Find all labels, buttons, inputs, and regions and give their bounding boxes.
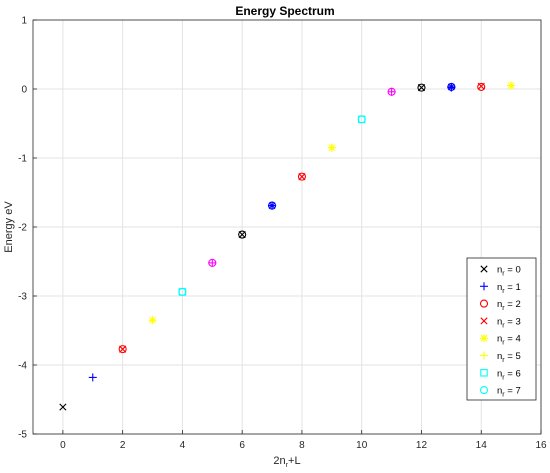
data-point-series-1 [447,83,456,92]
legend-label-3: nr = 3 [497,316,521,329]
legend-label-4: nr = 4 [497,334,521,347]
data-point-series-5 [148,316,157,325]
data-point-series-2 [477,82,486,91]
legend-marker-3 [480,317,488,325]
legend-label-0: nr = 0 [497,265,521,278]
legend-label-7: nr = 7 [497,386,521,399]
data-point-series-2 [297,172,306,181]
x-tick-label: 2 [120,440,126,451]
data-point-series-0 [59,403,67,411]
data-point-circle [238,230,247,239]
legend-marker-4 [480,334,488,343]
y-tick-label: -2 [18,223,27,234]
y-tick-label: -4 [18,361,27,372]
data-point-series-1 [88,373,97,382]
y-tick-label: -1 [18,154,27,165]
x-tick-label: 4 [180,440,186,451]
data-point-series-7 [357,115,366,124]
data-point-series-5 [507,81,516,90]
legend-marker-1 [480,282,488,291]
x-tick-label: 12 [416,440,428,451]
y-axis-label: Energy eV [3,201,15,253]
data-point-series-7 [178,287,187,296]
legend-marker-7 [479,386,489,395]
data-point-circle [417,83,426,92]
x-tick-label: 0 [60,440,66,451]
data-point-series-5 [327,143,336,152]
legend-marker-5 [480,351,488,360]
legend-label-1: nr = 1 [497,282,521,295]
data-points [59,81,516,411]
data-point-series-1 [268,201,277,210]
data-point-plus [208,258,217,267]
data-point-series-0 [238,231,246,239]
legend-marker-0 [480,265,488,273]
legend-label-5: nr = 5 [497,351,521,364]
x-tick-label: 10 [356,440,368,451]
y-tick-label: 1 [21,16,27,27]
x-tick-label: 14 [476,440,488,451]
y-tick-label: -3 [18,292,27,303]
legend-label-6: nr = 6 [497,368,521,381]
y-axis-ticks: -5 -4 -3 -2 -1 0 1 [18,16,37,441]
legend-label-2: nr = 2 [497,299,521,312]
legend: nr = 0 nr = 1 nr = 2 nr = 3 nr = 4 nr = 5 nr =… [466,257,537,401]
data-point-series-3 [119,345,127,353]
x-axis-label: 2nr+L [273,455,300,469]
data-point-series-2 [118,345,127,354]
legend-box [466,257,537,401]
data-point-plus [387,87,396,96]
legend-marker-2 [479,299,489,308]
x-tick-label: 6 [239,440,245,451]
legend-marker-6 [480,369,488,377]
data-point-series-3 [477,82,485,90]
chart-title: Energy Spectrum [235,4,334,18]
x-tick-label: 16 [535,440,547,451]
y-tick-label: -5 [18,430,27,441]
y-tick-label: 0 [21,85,27,96]
data-point-series-0 [417,84,426,92]
data-point-series-3 [298,173,306,181]
x-axis-ticks: 0 2 4 6 8 10 12 14 16 [60,430,547,451]
x-tick-label: 8 [299,440,305,451]
